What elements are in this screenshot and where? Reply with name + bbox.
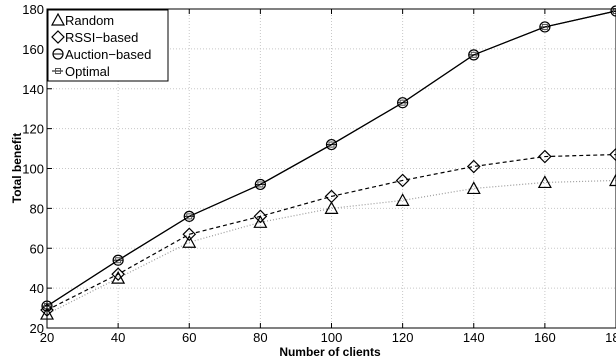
series-1-point-4 — [324, 189, 339, 204]
x-tick-label-40: 40 — [111, 330, 125, 345]
y-tick-label-80: 80 — [30, 201, 44, 216]
x-axis-label: Number of clients — [279, 345, 381, 359]
series-1-point-2 — [182, 227, 197, 242]
x-tick-label-120: 120 — [392, 330, 414, 345]
legend-label-0: Random — [65, 13, 114, 28]
y-axis-label: Total benefit — [10, 133, 24, 203]
series-3-point-7 — [541, 23, 548, 30]
legend-marker-2 — [52, 48, 64, 60]
y-tick-label-100: 100 — [22, 162, 44, 177]
series-0-point-4 — [324, 201, 339, 214]
series-3 — [44, 7, 616, 310]
legend-item-0: Random — [50, 12, 114, 28]
series-3-point-4 — [328, 141, 335, 148]
ticks: 20 40 60 80 100 120 140 160 180 20 40 60 80 100 120 140… — [22, 2, 616, 345]
y-tick-label-180: 180 — [22, 2, 44, 17]
series-2-point-8 — [610, 5, 616, 17]
x-tick-label-60: 60 — [182, 330, 196, 345]
series-0-point-5 — [395, 193, 410, 206]
series-0-point-6 — [466, 181, 481, 195]
x-tick-label-100: 100 — [321, 330, 343, 345]
legend-label-3: Optimal — [65, 64, 110, 79]
y-tick-label-20: 20 — [30, 321, 44, 336]
series-1 — [40, 147, 616, 317]
grid — [47, 9, 616, 328]
legend-marker-0 — [50, 12, 66, 26]
series-0-point-3 — [253, 215, 268, 228]
series-0 — [39, 173, 616, 320]
x-tick-label-20: 20 — [40, 330, 54, 345]
x-tick-label-160: 160 — [534, 330, 556, 345]
series-3-point-5 — [399, 99, 406, 106]
legend-label-1: RSSI−based — [65, 30, 138, 45]
series-0-point-2 — [182, 235, 197, 248]
series-3-point-3 — [257, 181, 264, 188]
series-3-point-2 — [186, 213, 193, 220]
series-3-point-8 — [613, 7, 616, 14]
series-1-point-8 — [609, 147, 616, 162]
legend-box — [47, 9, 169, 82]
legend-item-3: Optimal — [52, 64, 110, 79]
series-1-point-6 — [466, 159, 481, 174]
series-0-point-8 — [608, 173, 616, 187]
y-tick-label-160: 160 — [22, 42, 44, 57]
y-tick-label-120: 120 — [22, 122, 44, 137]
series-3-point-1 — [115, 257, 122, 264]
legend-label-2: Auction−based — [65, 47, 151, 62]
series-line-3 — [46, 10, 616, 307]
legend-item-1: RSSI−based — [51, 30, 138, 45]
series-line-1 — [46, 153, 616, 311]
y-tick-label-60: 60 — [30, 241, 44, 256]
legend-marker-3 — [55, 68, 61, 74]
series-1-point-7 — [538, 149, 552, 164]
series-3-point-6 — [470, 51, 477, 58]
legend-item-2: Auction−based — [52, 47, 151, 62]
x-tick-label-180: 180 — [605, 330, 616, 345]
series-1-point-1 — [111, 267, 125, 282]
x-tick-label-80: 80 — [253, 330, 267, 345]
y-tick-label-40: 40 — [30, 281, 44, 296]
legend-marker-1 — [51, 30, 65, 44]
series-1-point-3 — [253, 209, 268, 224]
x-tick-label-140: 140 — [463, 330, 485, 345]
y-tick-label-140: 140 — [22, 82, 44, 97]
legend: Random RSSI−based Auction−based Optimal — [47, 9, 169, 82]
series-0-point-7 — [537, 175, 552, 189]
series-1-point-5 — [395, 173, 410, 188]
